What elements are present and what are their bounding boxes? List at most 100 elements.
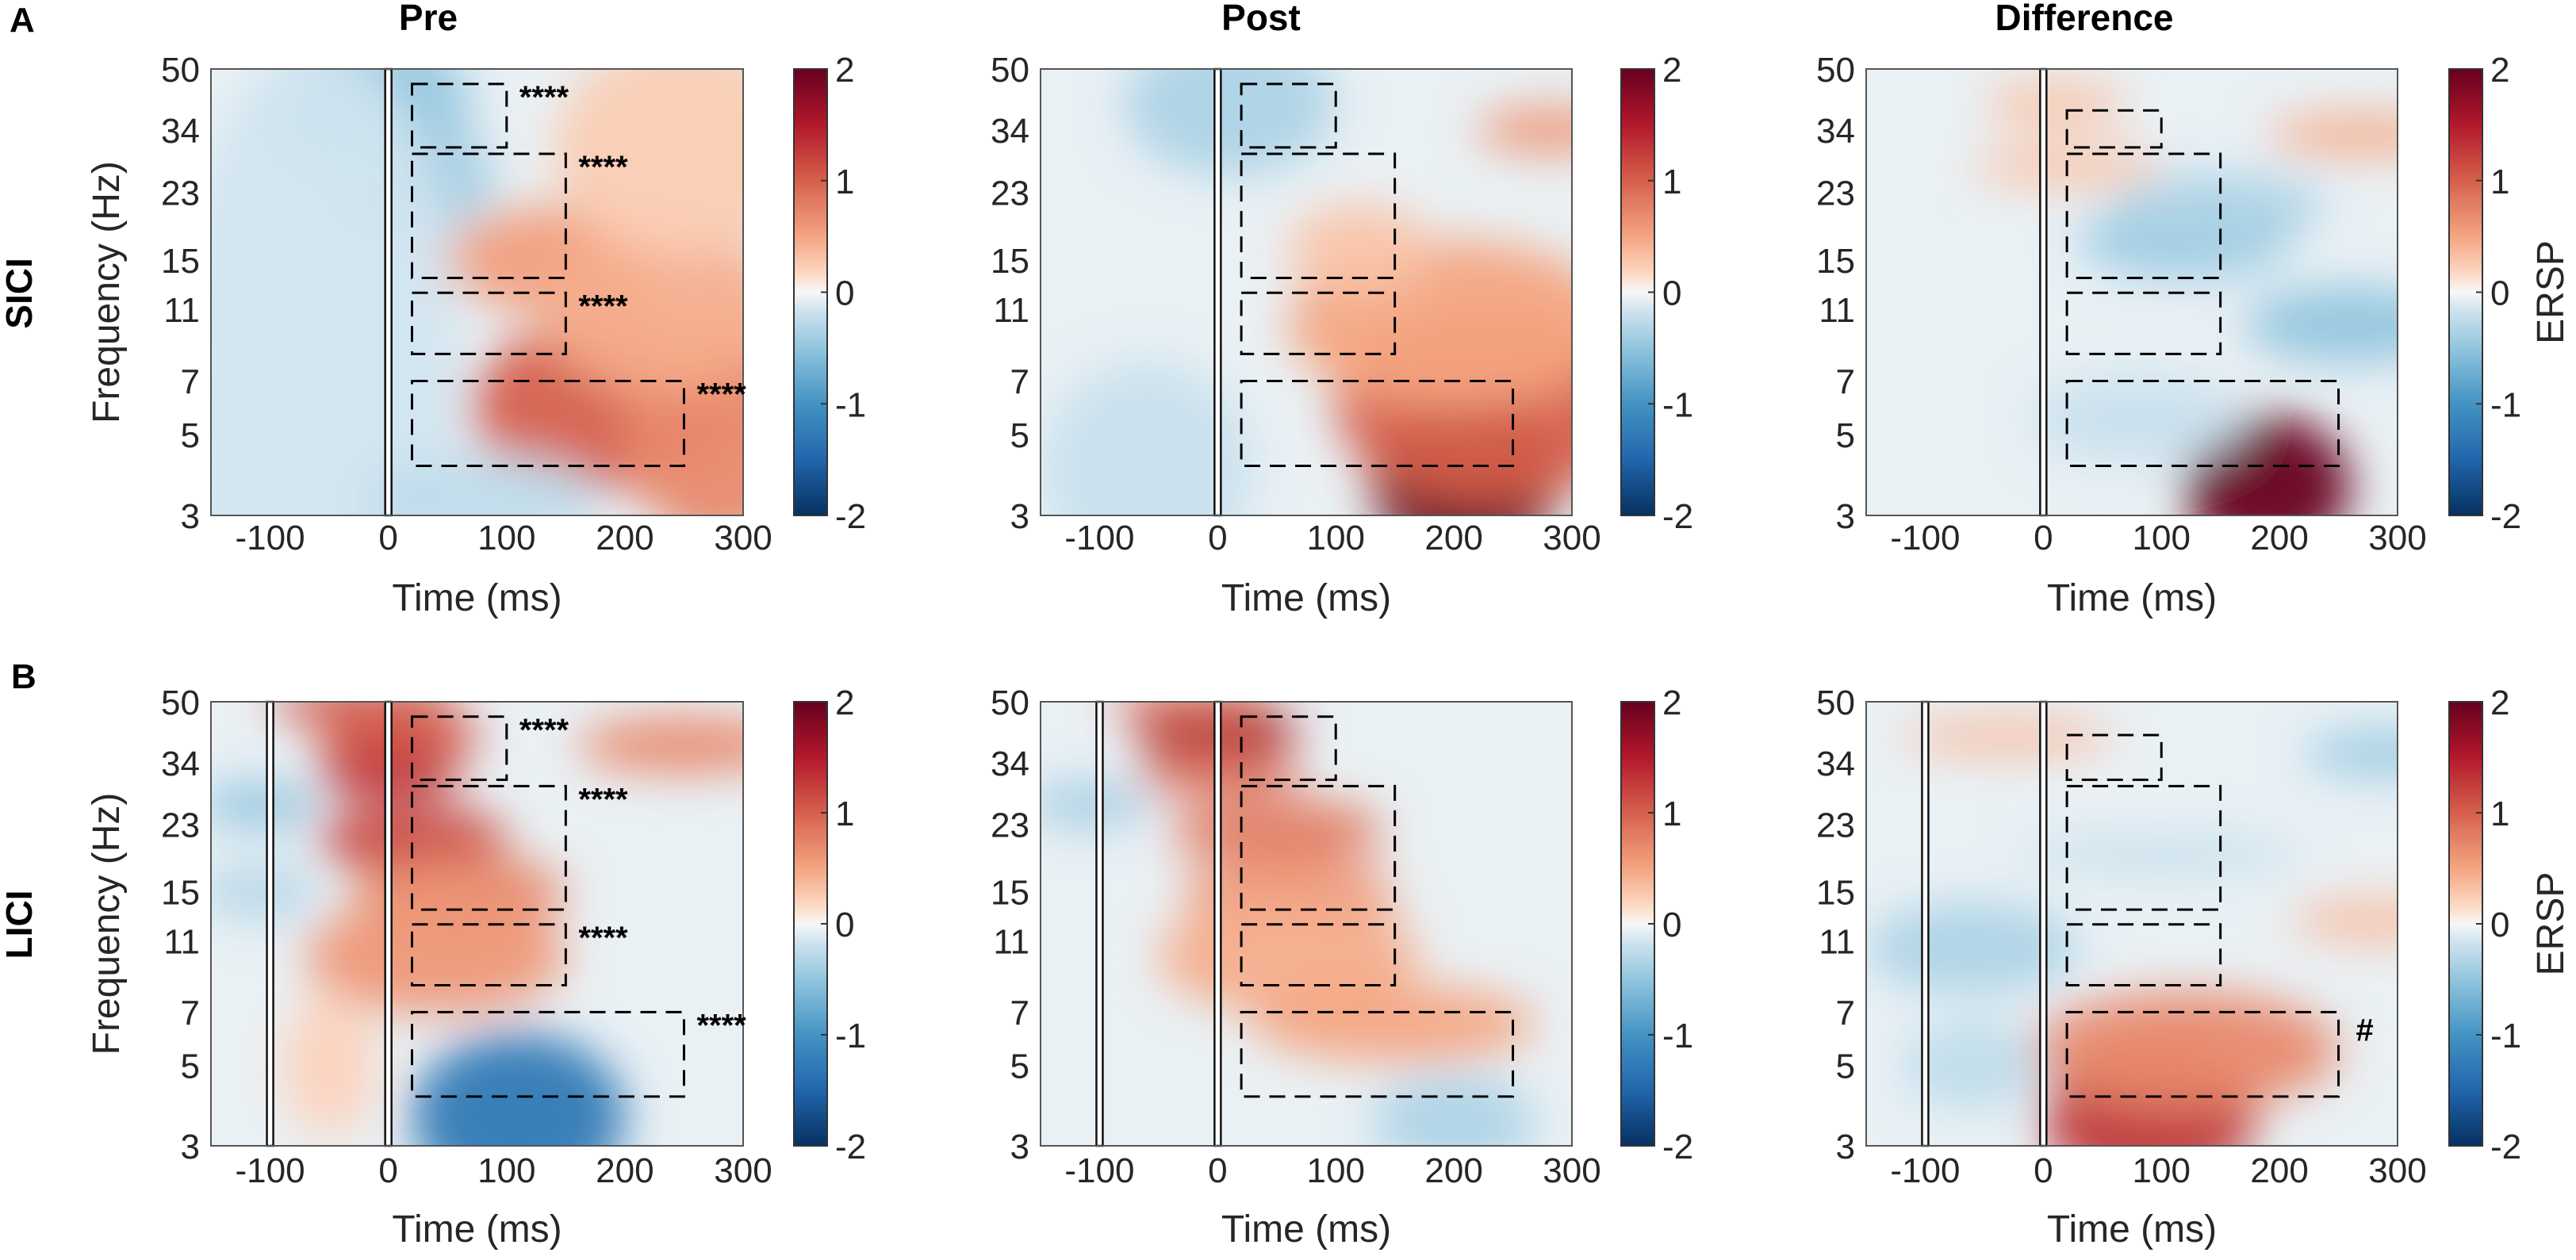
- roi-box: [2065, 379, 2340, 467]
- x-tick-label: 300: [2368, 1151, 2426, 1190]
- x-axis-label: Time (ms): [2047, 1208, 2217, 1250]
- colorbar-tick-label: -2: [1662, 1128, 1693, 1166]
- column-title-post: Post: [1221, 0, 1301, 38]
- x-tick-label: 300: [714, 1151, 772, 1190]
- roi-box: [1240, 923, 1397, 986]
- axes-frame: [1865, 701, 2398, 1147]
- colorbar-label: ERSP: [2530, 240, 2572, 344]
- roi-box: [1240, 291, 1397, 355]
- heatmap-blob: [2291, 900, 2398, 941]
- x-tick-label: 100: [1307, 1151, 1365, 1190]
- colorbar-tick-label: 2: [835, 51, 854, 90]
- x-tick-label: -100: [236, 519, 305, 557]
- heatmap-blob: [412, 1033, 625, 1146]
- significance-marker: ****: [578, 289, 628, 324]
- x-tick-label: 100: [2133, 519, 2191, 557]
- y-tick-label: 5: [1010, 1047, 1029, 1086]
- colorbar-tick-label: -2: [2490, 497, 2521, 536]
- axes-frame: [1865, 68, 2398, 516]
- y-tick-label: 34: [991, 745, 1029, 783]
- y-tick-label: 34: [1816, 745, 1855, 783]
- y-tick-label: 34: [161, 112, 200, 151]
- event-line: [1921, 700, 1930, 1147]
- heatmap-blob: [1370, 1075, 1537, 1146]
- x-axis-label: Time (ms): [392, 1208, 562, 1250]
- event-line: [1213, 67, 1222, 517]
- heatmap-blob: [1111, 702, 1277, 723]
- y-tick-label: 11: [993, 291, 1029, 330]
- colorbar-tick-label: 0: [835, 274, 854, 313]
- colorbar-tick-label: -1: [2490, 385, 2521, 424]
- heatmap-blob: [1901, 718, 2114, 756]
- roi-box: [2065, 784, 2222, 911]
- y-tick-label: 7: [181, 994, 200, 1032]
- heatmap-blob: [1866, 902, 2079, 994]
- axes-frame: [210, 68, 744, 516]
- y-tick-label: 5: [181, 416, 200, 455]
- y-tick-label: 15: [161, 874, 200, 913]
- heatmap-blob: [1984, 81, 2126, 128]
- y-tick-label: 34: [161, 745, 200, 783]
- axes-frame: [210, 701, 744, 1147]
- roi-box: [410, 291, 567, 355]
- colorbar-tick-label: 1: [835, 795, 854, 833]
- x-tick-label: 0: [378, 1151, 397, 1190]
- heatmap-blob: [2031, 373, 2244, 465]
- x-tick-label: 0: [2034, 519, 2053, 557]
- heatmap-image: [1041, 702, 1572, 1146]
- x-tick-label: 300: [1543, 1151, 1600, 1190]
- column-title-difference: Difference: [1995, 0, 2174, 38]
- y-tick-label: 15: [991, 242, 1029, 281]
- heatmap-panel-sici-difference: -100 0 100 200 300 Time (ms) 3 5 7 11 15 23 34 50 -2 -1…: [1816, 51, 2572, 619]
- colorbar-tick-label: -2: [835, 497, 866, 536]
- colorbar-tick-label: -1: [835, 1017, 866, 1055]
- heatmap-blob: [2019, 833, 2303, 875]
- heatmap-blob: [577, 717, 743, 774]
- y-tick-label: 50: [161, 684, 200, 722]
- colorbar-tick-label: 2: [2490, 51, 2509, 90]
- y-tick-label: 11: [1819, 291, 1855, 330]
- significance-marker: ****: [578, 150, 628, 185]
- heatmap-blob: [211, 782, 318, 829]
- x-tick-label: 200: [596, 519, 654, 557]
- colorbar-tick-label: -1: [1662, 1017, 1693, 1055]
- colorbar-tick-label: 1: [835, 163, 854, 201]
- y-tick-label: 3: [1010, 1128, 1029, 1166]
- heatmap-blob: [1253, 985, 1537, 1063]
- y-tick-label: 34: [991, 112, 1029, 151]
- colorbar-tick-label: 1: [2490, 795, 2509, 833]
- roi-box: [410, 82, 508, 149]
- heatmap-image: [211, 69, 743, 515]
- y-tick-label: 50: [1816, 684, 1855, 722]
- heatmap-image: [1866, 69, 2398, 515]
- y-tick-label: 7: [1836, 994, 1855, 1032]
- colorbar-tick-label: -1: [1662, 385, 1693, 424]
- x-tick-label: 0: [1208, 519, 1227, 557]
- colorbar-tick-label: 1: [1662, 163, 1681, 201]
- colorbar-tick-label: 0: [2490, 274, 2509, 313]
- colorbar-tick-label: -1: [2490, 1017, 2521, 1055]
- y-tick-label: 50: [1816, 51, 1855, 90]
- y-tick-label: 34: [1816, 112, 1855, 151]
- roi-box: [410, 784, 567, 911]
- colorbar-label: ERSP: [2530, 872, 2572, 976]
- heatmap-image: [211, 702, 743, 1146]
- y-tick-label: 3: [1010, 497, 1029, 536]
- x-tick-label: 100: [477, 1151, 535, 1190]
- heatmap-blob: [554, 69, 743, 260]
- trend-marker: #: [2356, 1013, 2374, 1047]
- heatmap-blob: [305, 897, 566, 1015]
- heatmap-image: [1041, 69, 1572, 515]
- y-tick-label: 15: [991, 874, 1029, 913]
- heatmap-blob: [282, 994, 377, 1136]
- event-line: [266, 700, 274, 1147]
- x-tick-label: 300: [714, 519, 772, 557]
- event-line: [384, 700, 393, 1147]
- heatmap-panel-sici-pre: **** **** **** **** -100 0 100 200 300 Time (ms) 3…: [86, 51, 866, 619]
- heatmap-image: [1866, 702, 2398, 1146]
- colorbar-tick-label: -1: [835, 385, 866, 424]
- x-tick-label: 200: [2250, 519, 2308, 557]
- roi-box: [410, 715, 508, 781]
- y-tick-label: 11: [993, 922, 1029, 961]
